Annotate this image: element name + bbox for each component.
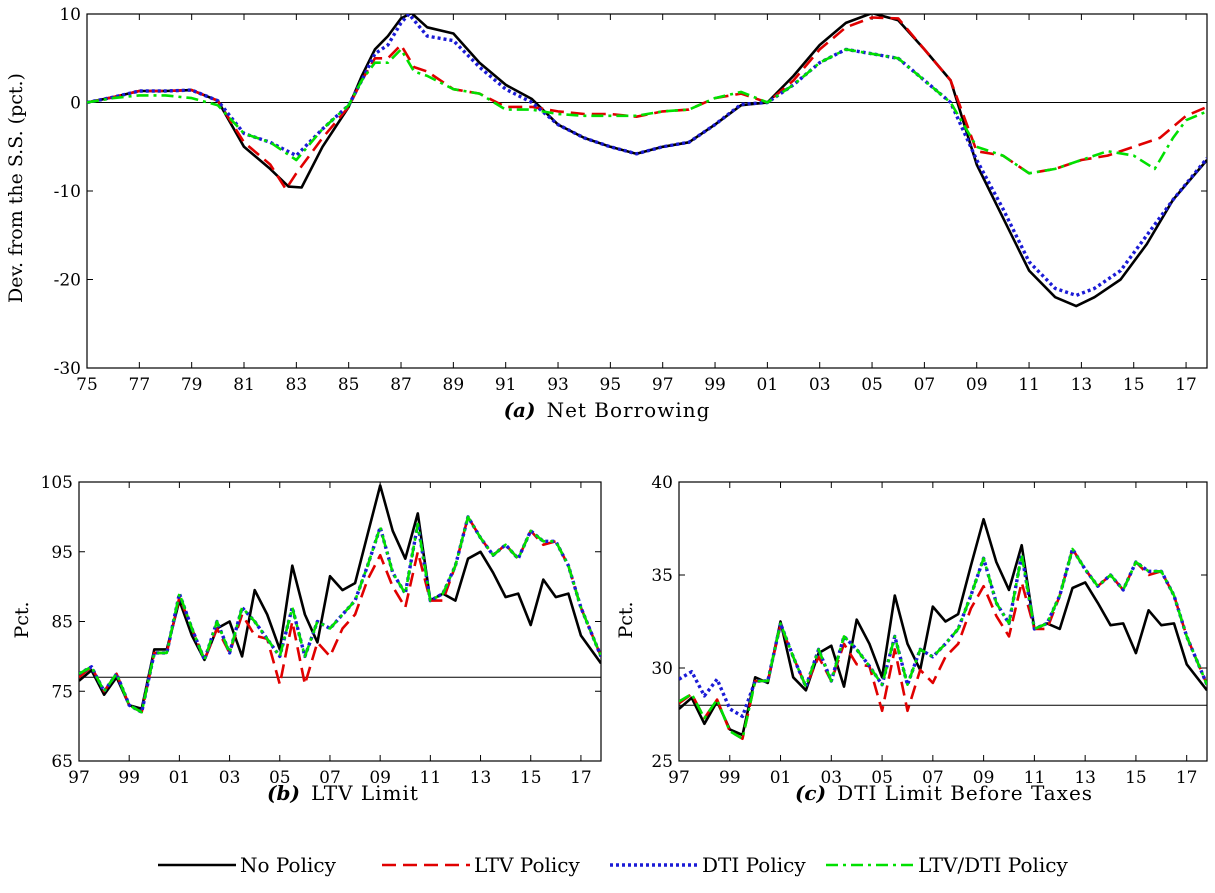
panel-b-series-ltv-dti-policy (79, 515, 601, 714)
legend: No Policy LTV Policy DTI Policy LTV/DTI … (158, 853, 1068, 877)
panel-a-xtick-label: 77 (129, 375, 151, 395)
panel-c-xtick-label: 05 (871, 768, 893, 788)
panel-a-series-no-policy (87, 14, 1207, 308)
panel-a-xtick-label: 03 (809, 375, 831, 395)
panel-c-xtick-label: 97 (668, 768, 690, 788)
panel-c-ytick-label: 25 (651, 752, 673, 772)
panel-a-caption: (a) Net Borrowing (504, 398, 711, 422)
panel-c-xtick-label: 17 (1176, 768, 1198, 788)
panel-c-caption: (c) DTI Limit Before Taxes (795, 781, 1093, 805)
panel-a-xtick-label: 17 (1175, 375, 1197, 395)
panel-c-xtick-label: 13 (1074, 768, 1096, 788)
legend-label-no-policy: No Policy (240, 853, 337, 877)
panel-a-ytick-label: 10 (59, 5, 81, 25)
panel-a-xtick-label: 99 (704, 375, 726, 395)
panel-c-xtick-label: 01 (770, 768, 792, 788)
panel-b-xtick-label: 05 (269, 768, 291, 788)
panel-a-ylabel: Dev. from the S.S. (pct.) (5, 73, 27, 303)
panel-c-ylabel: Pct. (615, 601, 637, 638)
panel-b-xtick-label: 15 (520, 768, 542, 788)
panel-a-ytick-label: -30 (54, 359, 81, 379)
panel-a-xtick-label: 81 (233, 375, 255, 395)
panel-c-caption-title: DTI Limit Before Taxes (837, 781, 1093, 805)
panel-a-series-group (87, 14, 1207, 308)
panel-c-xtick-label: 15 (1125, 768, 1147, 788)
panel-c-ytick-label: 40 (651, 473, 673, 493)
panel-b-xtick-label: 01 (169, 768, 191, 788)
panel-b-xtick-label: 07 (319, 768, 341, 788)
panel-a-series-ltv-policy (87, 16, 1207, 191)
panel-b-xtick-label: 09 (369, 768, 391, 788)
panel-c-ytick-label: 30 (651, 659, 673, 679)
panel-c-axes-frame (678, 481, 1208, 762)
panel-b-axes-frame (78, 481, 602, 762)
panel-c-series-ltv-policy (679, 547, 1207, 740)
panel-b-ytick-label: 85 (51, 613, 73, 633)
panel-a-xtick-label: 01 (757, 375, 779, 395)
panel-a-ytick-label: -20 (54, 271, 81, 291)
panel-c-caption-label: (c) (795, 781, 826, 805)
panel-c-xtick-label: 99 (719, 768, 741, 788)
panel-c-series-group (679, 517, 1207, 740)
panel-a-xtick-label: 93 (547, 375, 569, 395)
panel-a-ytick-label: 0 (70, 94, 81, 114)
panel-b-caption: (b) LTV Limit (267, 781, 419, 805)
panel-a-axes-frame (86, 13, 1208, 369)
panel-a-xtick-label: 97 (652, 375, 674, 395)
panel-b-ytick-label: 105 (41, 473, 73, 493)
panel-a-xtick-label: 89 (443, 375, 465, 395)
panel-b-series-group (79, 484, 601, 714)
panel-a-ytick-label: -10 (54, 182, 81, 202)
panel-b-xtick-label: 17 (570, 768, 592, 788)
panel-c-xtick-label: 03 (820, 768, 842, 788)
legend-label-dti-policy: DTI Policy (702, 853, 806, 877)
panel-b-xtick-label: 03 (219, 768, 241, 788)
panel-b-xtick-label: 13 (470, 768, 492, 788)
panel-a-xtick-label: 75 (76, 375, 98, 395)
panel-b-caption-label: (b) (267, 781, 300, 805)
panel-b-ytick-label: 75 (51, 682, 73, 702)
panel-a-xtick-label: 11 (1018, 375, 1040, 395)
panel-b-caption-title: LTV Limit (311, 781, 419, 805)
panel-b-series-no-policy (79, 484, 601, 710)
panel-c-series-no-policy (679, 517, 1207, 737)
panel-a-series-ltv-dti-policy (87, 48, 1207, 175)
panel-b-xtick-label: 99 (118, 768, 140, 788)
panel-a-series-dti-policy (87, 14, 1207, 298)
panel-b-ytick-label: 95 (51, 543, 73, 563)
panel-c-ytick-label: 35 (651, 566, 673, 586)
panel-c-xtick-label: 07 (922, 768, 944, 788)
panel-a-caption-label: (a) (504, 398, 536, 422)
panel-c-xtick-label: 11 (1024, 768, 1046, 788)
panel-a-xtick-label: 05 (861, 375, 883, 395)
panel-a-xtick-label: 91 (495, 375, 517, 395)
panel-a-xtick-label: 87 (390, 375, 412, 395)
panel-a-xtick-label: 79 (181, 375, 203, 395)
panel-a-xtick-label: 07 (914, 375, 936, 395)
panel-a-xtick-label: 83 (286, 375, 308, 395)
panel-a-caption-title: Net Borrowing (547, 398, 711, 422)
panel-b-series-ltv-policy (79, 515, 601, 714)
panel-b-xtick-label: 11 (420, 768, 442, 788)
legend-label-ltv-dti-policy: LTV/DTI Policy (918, 853, 1068, 877)
panel-a-xtick-label: 85 (338, 375, 360, 395)
panel-c-xtick-label: 09 (973, 768, 995, 788)
panel-a-xtick-label: 13 (1071, 375, 1093, 395)
panel-a-xtick-label: 09 (966, 375, 988, 395)
panel-a-xtick-label: 15 (1123, 375, 1145, 395)
panel-a-xtick-label: 95 (600, 375, 622, 395)
panel-b-ytick-label: 65 (51, 752, 73, 772)
legend-label-ltv-policy: LTV Policy (474, 853, 580, 877)
panel-c-series-ltv-dti-policy (679, 547, 1207, 740)
panel-b-ylabel: Pct. (11, 601, 33, 638)
panel-b-xtick-label: 97 (68, 768, 90, 788)
